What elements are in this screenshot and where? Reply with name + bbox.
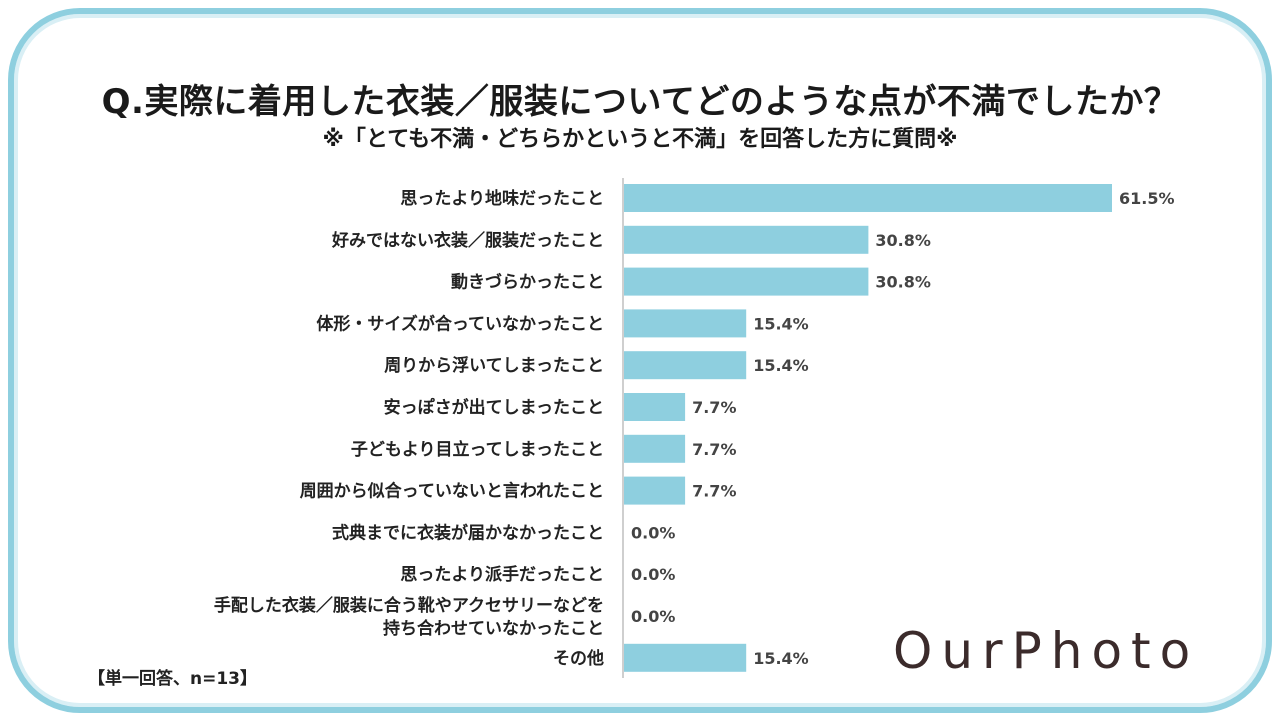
category-label: 持ち合わせていなかったこと [383,618,604,639]
value-label: 7.7% [692,440,736,459]
category-label: 周囲から似合っていないと言われたこと [300,481,604,502]
ourphoto-logo: OurPhoto [893,622,1200,680]
category-label: 安っぽさが出てしまったこと [384,397,604,418]
value-label: 15.4% [753,649,809,668]
value-label: 15.4% [753,314,809,333]
chart-subtitle: ※「とても不満・どちらかというと不満」を回答した方に質問※ [322,127,958,152]
bar [624,267,869,296]
chart-title: Q.実際に着用した衣装／服装についてどのような点が不満でしたか？ [101,82,1179,122]
category-label: 好みではない衣装／服装だったこと [331,230,604,251]
category-label: 思ったより地味だったこと [400,188,604,209]
bar [624,434,686,463]
value-label: 0.0% [631,523,675,542]
bar [624,184,1112,212]
value-label: 30.8% [875,231,931,250]
value-label: 30.8% [875,273,931,292]
sample-note: 【単一回答、n=13】 [88,669,258,689]
category-label: 周りから浮いてしまったこと [384,355,604,376]
bar [624,643,747,672]
bar [624,476,686,505]
bar [624,225,869,254]
category-label: 思ったより派手だったこと [400,564,604,585]
value-label: 0.0% [631,607,675,626]
bar [624,351,747,380]
bar [624,393,686,421]
category-label: 動きづらかったこと [451,272,604,293]
category-label: 式典までに衣装が届かなかったこと [332,522,604,543]
value-label: 7.7% [692,482,736,501]
value-label: 0.0% [631,565,675,584]
category-label: 手配した衣装／服装に合う靴やアクセサリーなどを [214,595,604,616]
value-label: 15.4% [753,356,809,375]
category-label: その他 [553,648,604,669]
category-label: 子どもより目立ってしまったこと [351,439,604,460]
value-label: 61.5% [1119,189,1175,208]
bar [624,309,747,338]
category-label: 体形・サイズが合っていなかったこと [316,313,604,334]
value-label: 7.7% [692,398,736,417]
